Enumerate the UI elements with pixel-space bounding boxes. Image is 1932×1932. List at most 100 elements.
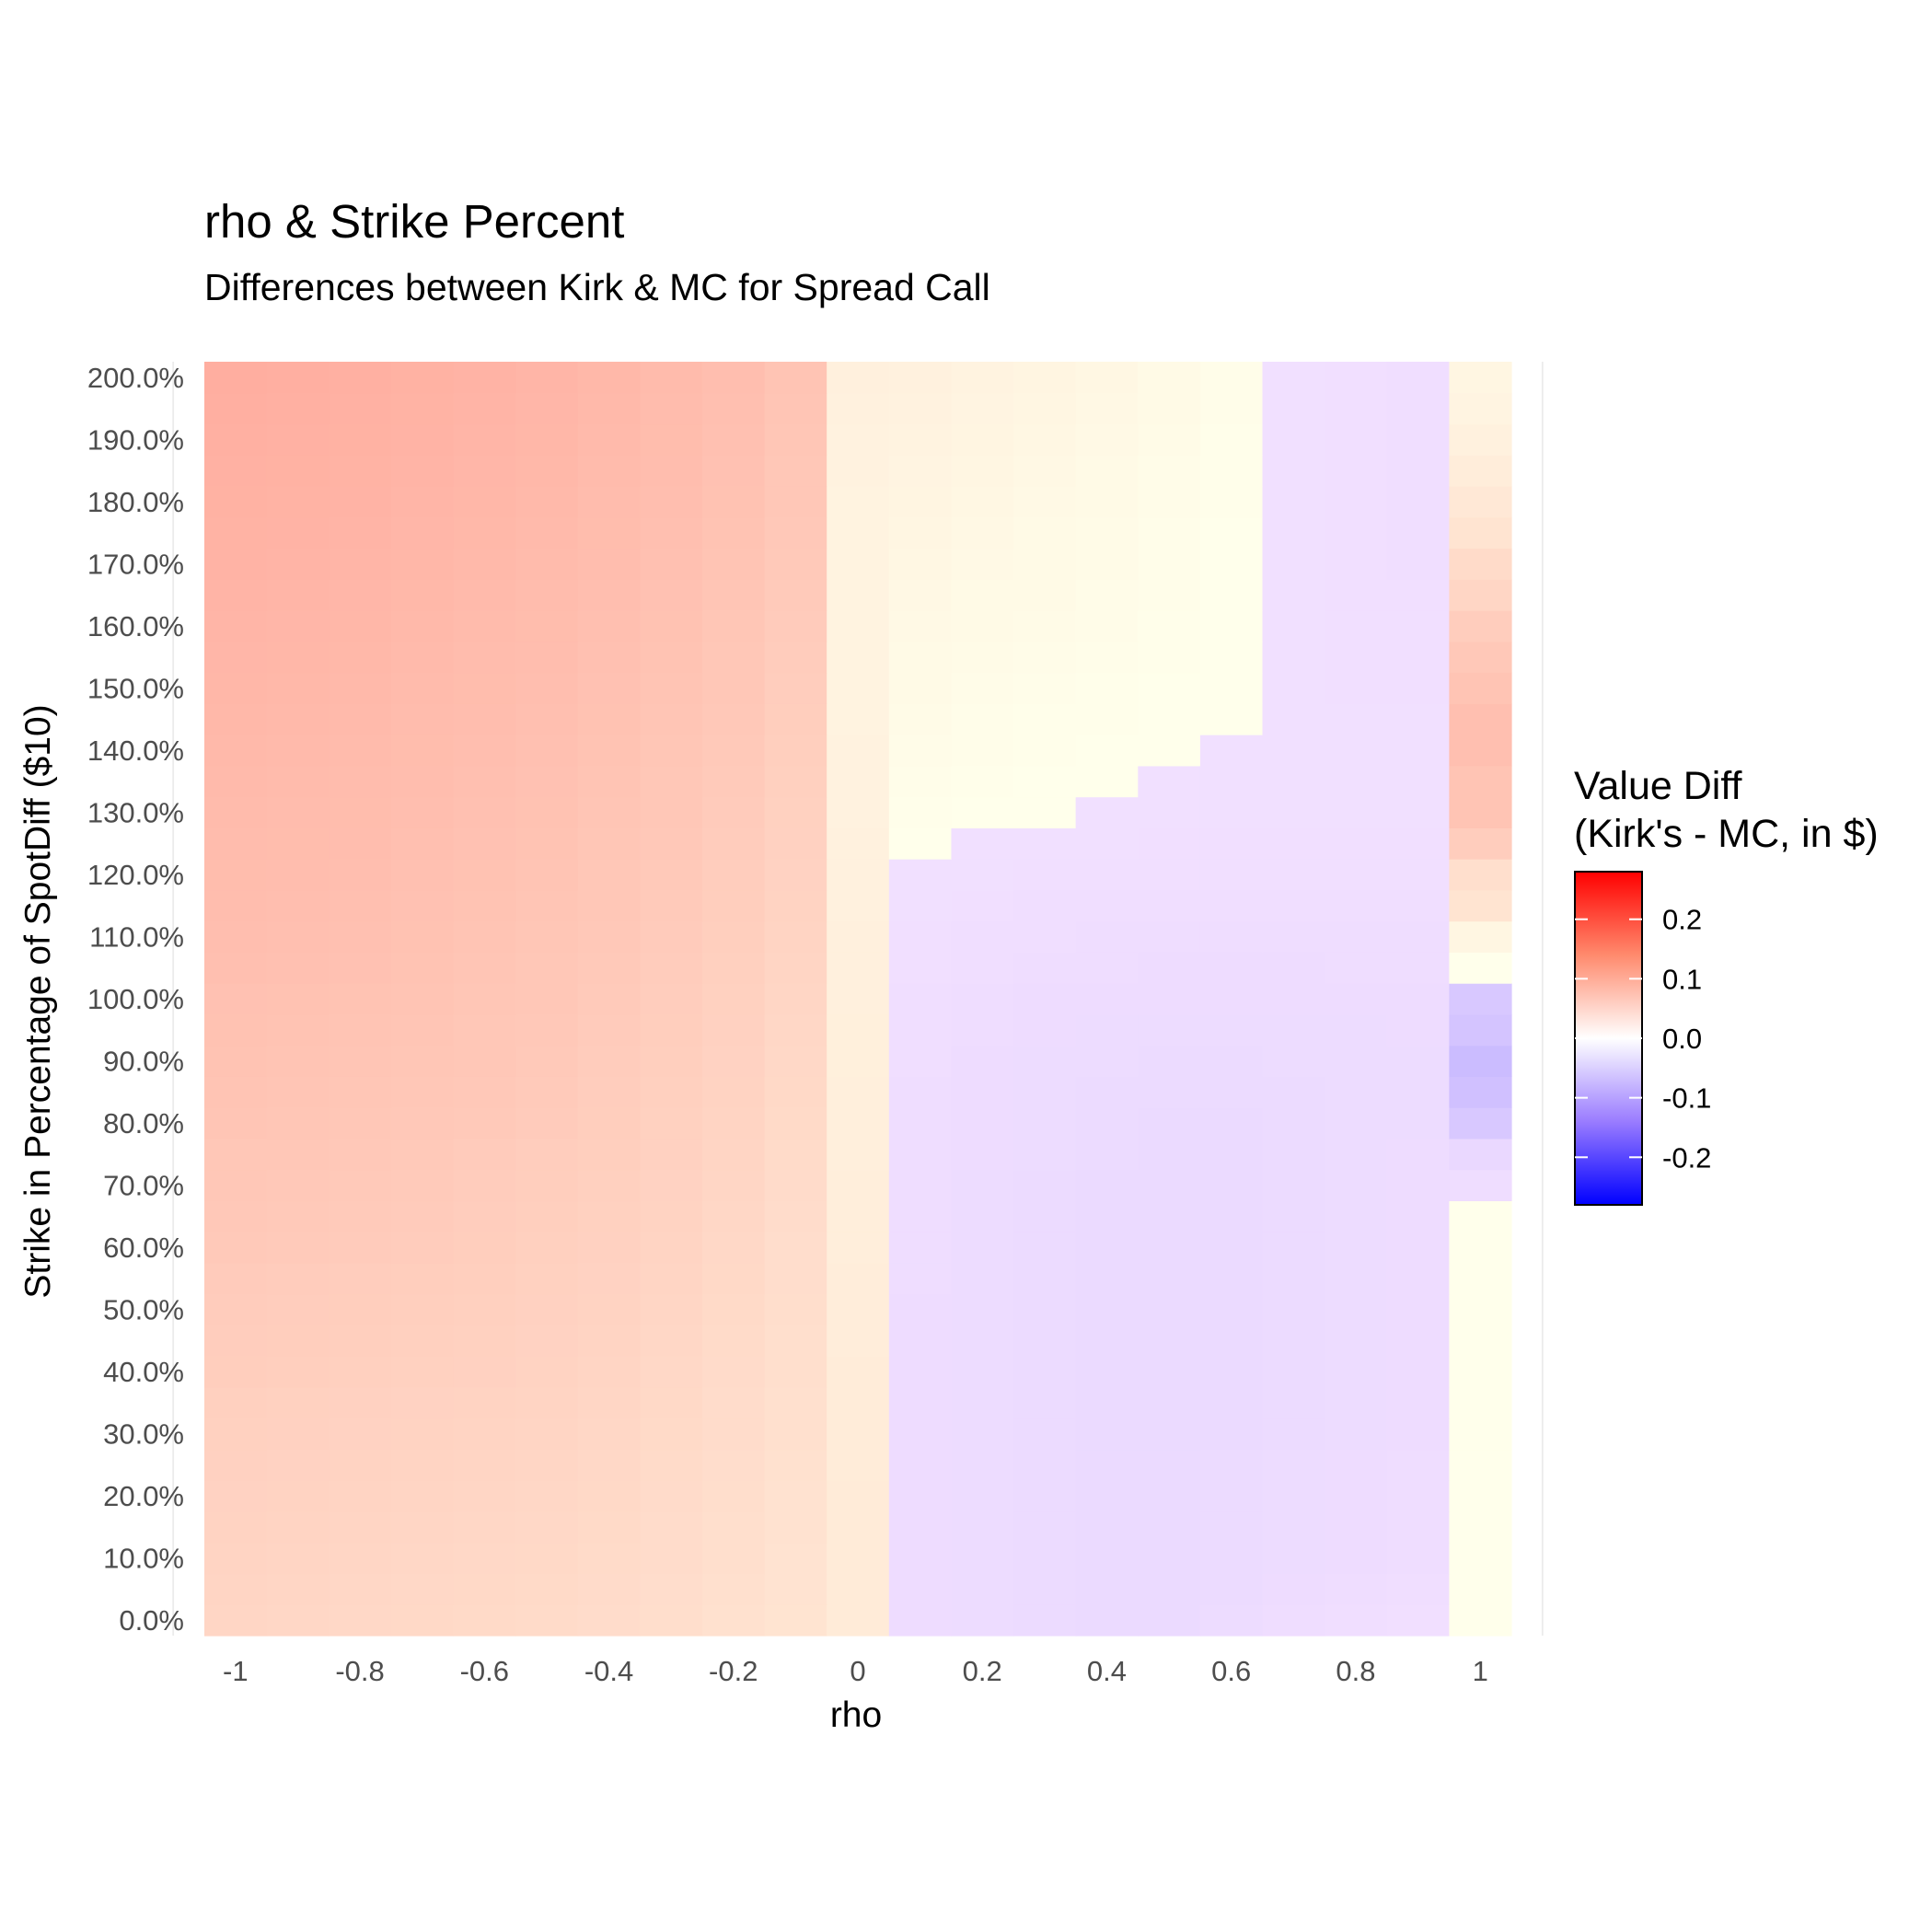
heatmap-tile <box>204 920 268 953</box>
heatmap-tile <box>390 703 455 735</box>
heatmap-tile <box>1262 1604 1325 1637</box>
y-axis-title: Strike in Percentage of SpotDiff ($10) <box>18 704 58 1298</box>
heatmap-tile <box>390 672 455 704</box>
heatmap-tile <box>640 486 703 518</box>
heatmap-tile <box>390 1107 455 1140</box>
heatmap-tile <box>701 672 766 704</box>
heatmap-tile <box>1199 1386 1264 1419</box>
heatmap-tile <box>1138 1200 1201 1232</box>
heatmap-tile <box>390 1573 455 1605</box>
heatmap-tile <box>827 1325 890 1357</box>
heatmap-tile <box>329 1262 392 1295</box>
heatmap-tile <box>204 983 268 1015</box>
heatmap-tile <box>701 1138 766 1171</box>
heatmap-tile <box>390 423 455 456</box>
heatmap-tile <box>515 1356 579 1388</box>
heatmap-tile <box>1325 920 1388 953</box>
heatmap-tile <box>390 516 455 550</box>
heatmap-tile <box>827 1480 890 1512</box>
heatmap-tile <box>1013 1449 1077 1481</box>
heatmap-tile <box>1075 1542 1139 1575</box>
heatmap-tile <box>453 859 516 891</box>
heatmap-tile <box>515 1604 579 1637</box>
heatmap-tile <box>888 1107 953 1140</box>
heatmap-tile <box>1386 1417 1450 1451</box>
heatmap-tile <box>1199 703 1264 735</box>
heatmap-tile <box>1138 1232 1201 1264</box>
heatmap-tile <box>577 1045 641 1077</box>
heatmap-tile <box>888 889 953 922</box>
heatmap-tile <box>951 1262 1014 1295</box>
heatmap-tile <box>204 1510 268 1544</box>
heatmap-tile <box>640 1325 703 1357</box>
heatmap-tile <box>764 455 827 487</box>
y-tick-label: 100.0% <box>87 983 184 1015</box>
heatmap-tile <box>951 1480 1014 1512</box>
heatmap-tile <box>827 392 890 425</box>
y-axis-ticks: 0.0% 10.0% 20.0% 30.0% 40.0% 50.0% 60.0% 70.0% 8… <box>87 362 184 1637</box>
heatmap-tile <box>266 1169 330 1202</box>
heatmap-tile <box>577 455 641 487</box>
heatmap-tile <box>1325 1417 1388 1451</box>
heatmap-tile <box>1325 765 1388 798</box>
heatmap-tile <box>1262 641 1325 674</box>
heatmap-tile <box>453 1510 516 1544</box>
heatmap-tile <box>1199 1573 1264 1605</box>
heatmap-tile <box>1075 455 1139 487</box>
heatmap-tile <box>1138 1417 1201 1451</box>
heatmap-tile <box>640 579 703 611</box>
heatmap-tile <box>951 486 1014 518</box>
color-legend: Value Diff (Kirk's - MC, in $) 0.2 0.1 0.0… <box>1574 764 1879 1206</box>
heatmap-tile <box>1138 983 1201 1015</box>
heatmap-tile <box>1075 516 1139 550</box>
heatmap-tile <box>640 516 703 550</box>
heatmap-tile <box>640 1293 703 1326</box>
x-axis-ticks: -1 -0.8 -0.6 -0.4 -0.2 0 0.2 0.4 0.6 0.8 1 <box>223 1655 1488 1687</box>
heatmap-tile <box>266 1232 330 1264</box>
heatmap-tile <box>1199 579 1264 611</box>
heatmap-tile <box>390 952 455 984</box>
heatmap-tile <box>1262 579 1325 611</box>
heatmap-tile <box>577 362 641 394</box>
heatmap-tile <box>888 952 953 984</box>
heatmap-tile <box>640 455 703 487</box>
heatmap-tile <box>390 1542 455 1575</box>
heatmap-tile <box>1075 859 1139 891</box>
heatmap-tile <box>329 983 392 1015</box>
heatmap-tile <box>204 1200 268 1232</box>
heatmap-tile <box>827 859 890 891</box>
heatmap-tile <box>390 579 455 611</box>
heatmap-tile <box>951 920 1014 953</box>
heatmap-tile <box>1075 1480 1139 1512</box>
heatmap-tile <box>204 579 268 611</box>
heatmap-tile <box>577 1200 641 1232</box>
heatmap-tile <box>1386 610 1450 642</box>
heatmap-tile <box>701 486 766 518</box>
heatmap-tile <box>1262 1076 1325 1108</box>
heatmap-tile <box>1013 1013 1077 1047</box>
heatmap-tile <box>1325 579 1388 611</box>
heatmap-tile <box>951 1542 1014 1575</box>
heatmap-tile <box>827 1449 890 1481</box>
heatmap-tile <box>577 610 641 642</box>
heatmap-tile <box>1262 610 1325 642</box>
heatmap-tile <box>827 1293 890 1326</box>
heatmap-tile <box>764 796 827 828</box>
heatmap-tile <box>640 1604 703 1637</box>
heatmap-tile <box>1386 641 1450 674</box>
heatmap-tile <box>1262 672 1325 704</box>
heatmap-tile <box>827 983 890 1015</box>
heatmap-tile <box>1199 1356 1264 1388</box>
heatmap-tile <box>951 516 1014 550</box>
heatmap-tile <box>701 1386 766 1419</box>
heatmap-tile <box>640 1232 703 1264</box>
heatmap-tile <box>1199 1076 1264 1108</box>
heatmap-tile <box>951 1138 1014 1171</box>
heatmap-tile <box>827 1045 890 1077</box>
heatmap-tile <box>701 796 766 828</box>
heatmap-tile <box>764 827 827 860</box>
heatmap-tile <box>951 1076 1014 1108</box>
heatmap-tile <box>640 1076 703 1108</box>
heatmap-tile <box>1075 548 1139 580</box>
heatmap-tile <box>204 641 268 674</box>
